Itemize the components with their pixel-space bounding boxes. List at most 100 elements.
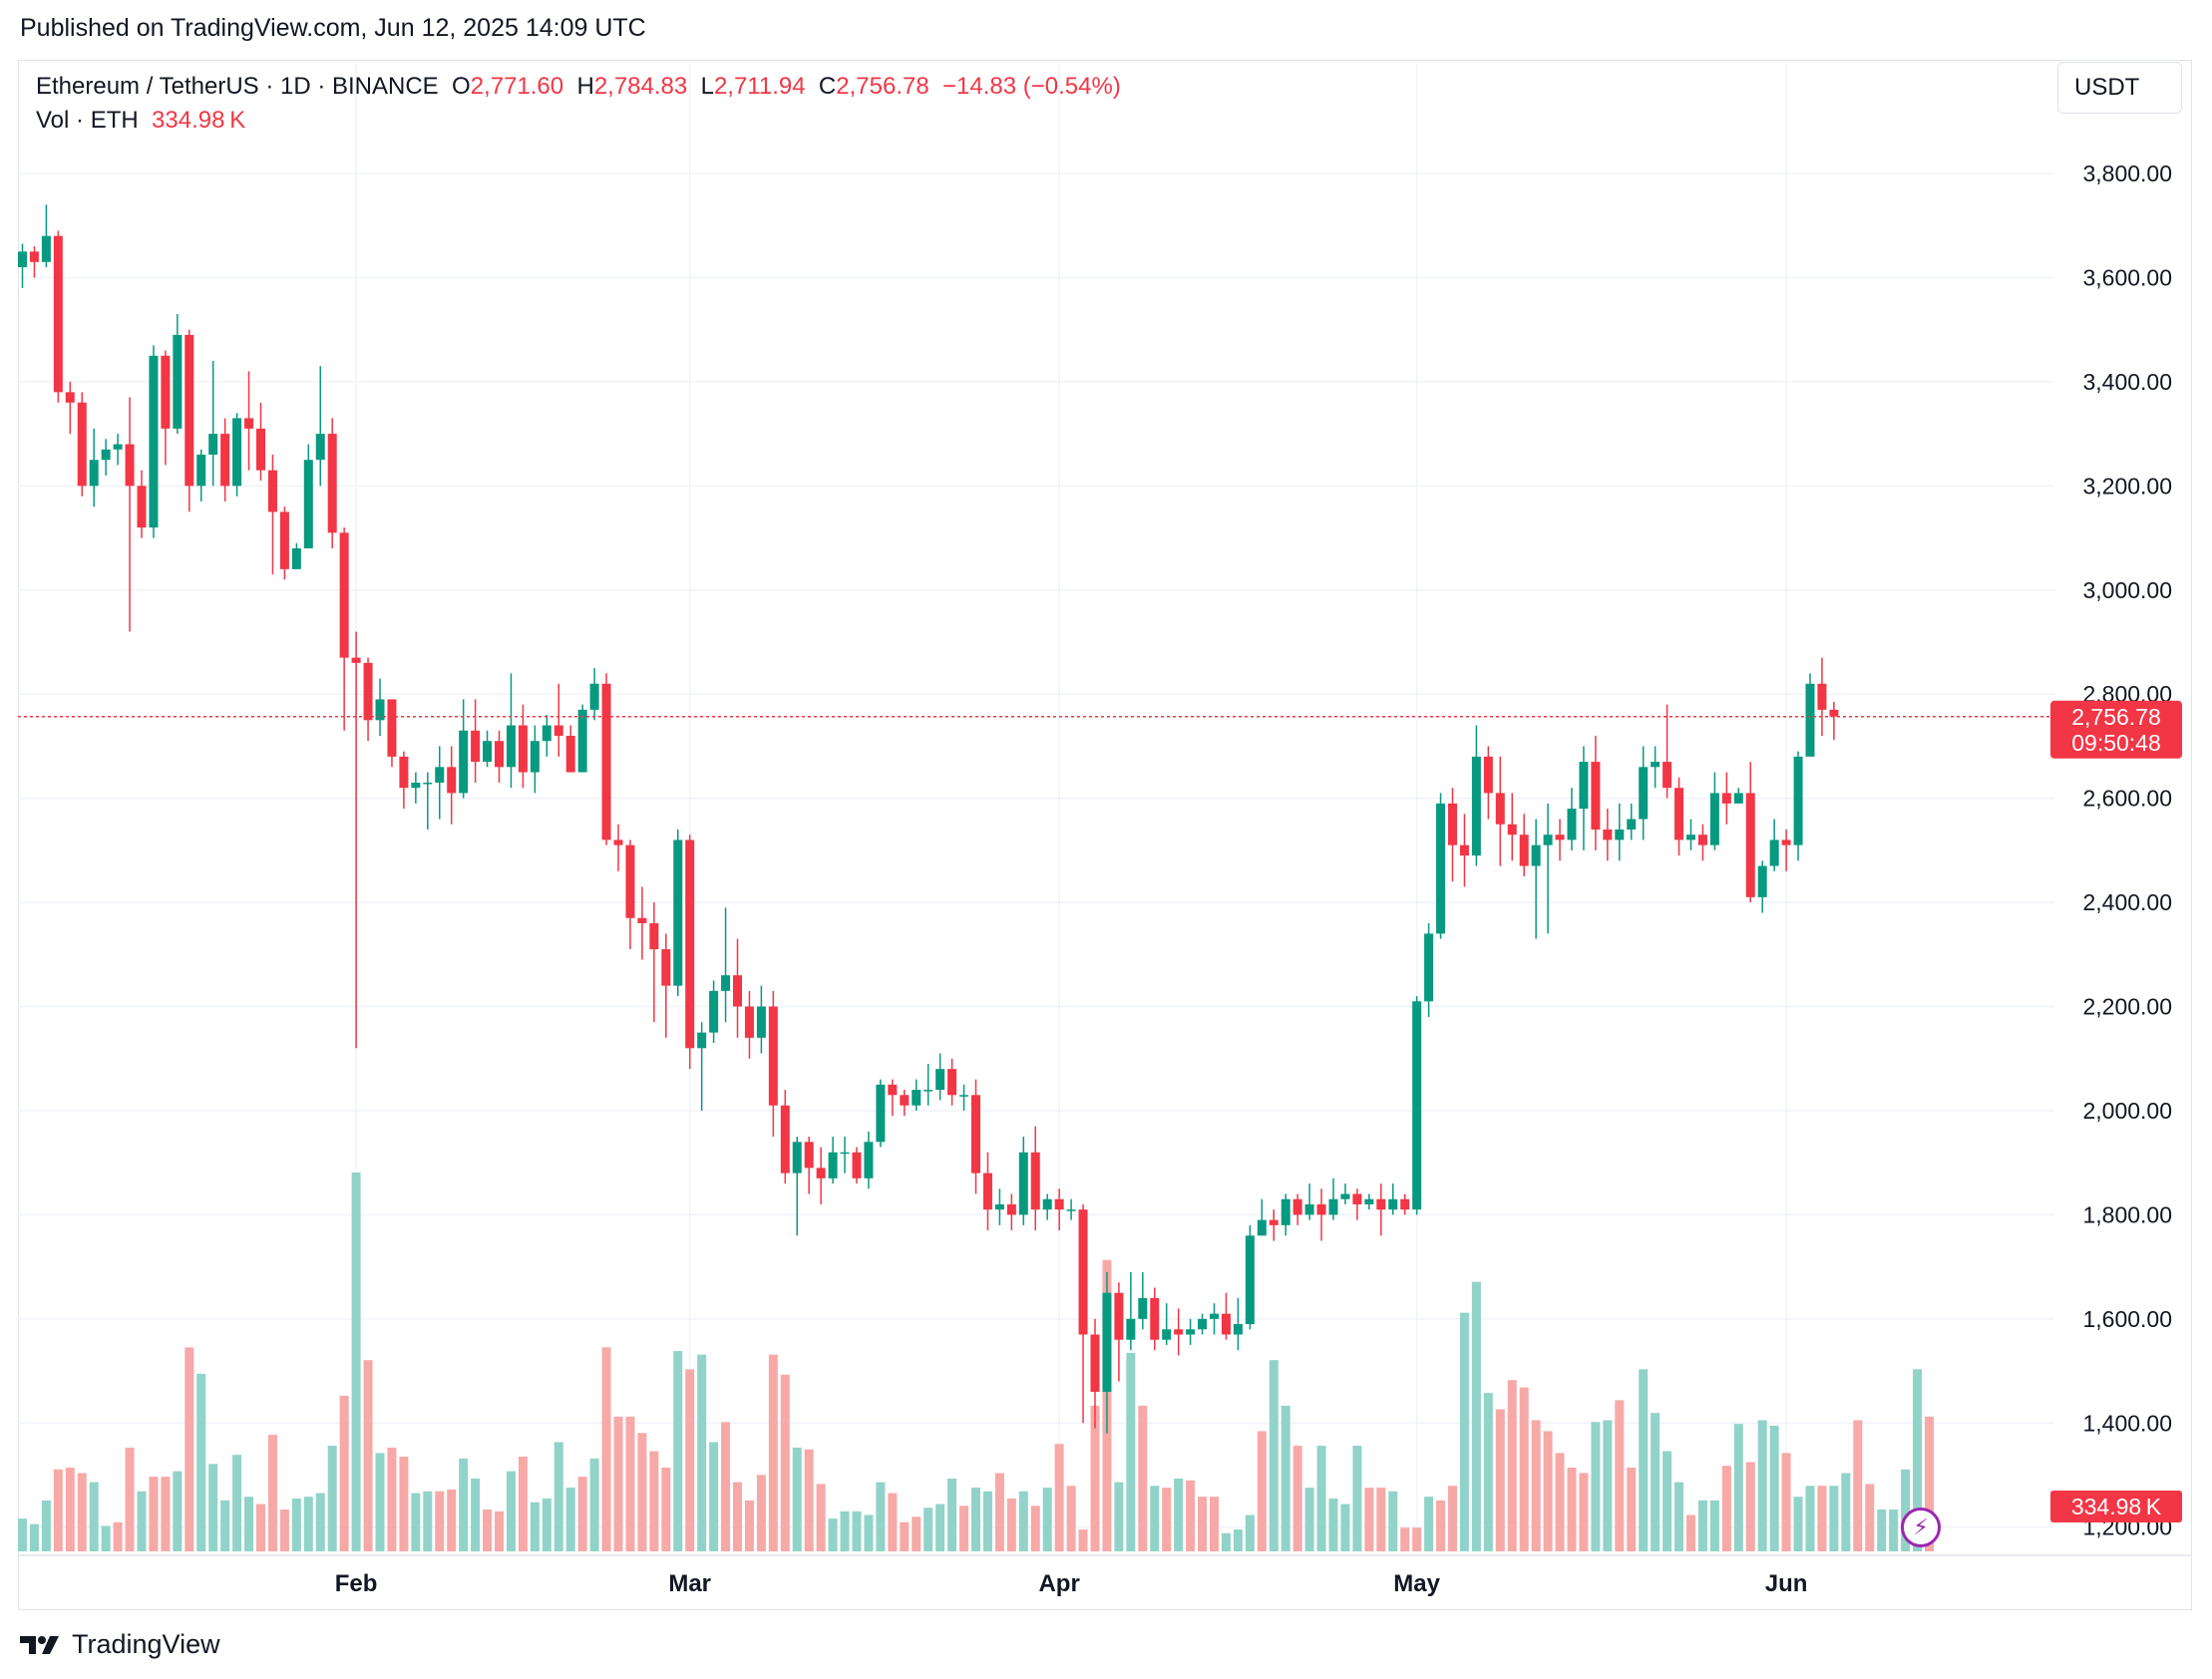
volume-bar xyxy=(506,1471,516,1551)
candle-body xyxy=(1805,683,1815,757)
price-tick-label: 2,200.00 xyxy=(2082,994,2172,1020)
candle-body xyxy=(483,741,493,763)
candle xyxy=(1531,819,1541,939)
candle-body xyxy=(1448,803,1457,845)
candle-body xyxy=(816,1168,826,1178)
volume-bar xyxy=(137,1491,147,1551)
candle xyxy=(649,902,659,1023)
volume-bar xyxy=(1805,1486,1815,1551)
volume-bar xyxy=(1006,1499,1016,1551)
volume-bar xyxy=(1721,1466,1731,1551)
candle xyxy=(661,933,671,1038)
candle-body xyxy=(53,235,63,393)
candle-body xyxy=(65,392,75,403)
price-tick-label: 3,400.00 xyxy=(2082,369,2172,395)
candle xyxy=(1364,1193,1374,1210)
candle xyxy=(256,402,265,482)
volume-bar xyxy=(447,1489,457,1551)
candle xyxy=(1769,819,1779,871)
candle-body xyxy=(1316,1203,1326,1215)
volume-bar xyxy=(1519,1387,1529,1551)
volume-bar xyxy=(601,1347,611,1551)
price-tick-label: 3,800.00 xyxy=(2082,161,2172,186)
candle-body xyxy=(459,730,469,794)
volume-bar xyxy=(840,1511,850,1551)
legend-open-label: O xyxy=(452,73,471,100)
legend-high-label: H xyxy=(576,73,594,100)
candle xyxy=(1257,1198,1267,1236)
volume-bar xyxy=(959,1506,969,1551)
candle xyxy=(1138,1271,1148,1330)
candle-body xyxy=(435,767,445,783)
candle-body xyxy=(1495,793,1505,825)
volume-bar xyxy=(1627,1467,1637,1551)
volume-bar xyxy=(1269,1360,1279,1551)
candle xyxy=(565,725,575,773)
candle-body xyxy=(1615,829,1625,840)
candle-body xyxy=(876,1084,886,1143)
candle xyxy=(1269,1209,1279,1241)
candle xyxy=(1733,788,1743,804)
volume-bar xyxy=(1579,1473,1589,1551)
candle xyxy=(756,985,766,1054)
candle-body xyxy=(1186,1329,1196,1335)
volume-bar xyxy=(518,1457,528,1551)
candle xyxy=(613,824,623,871)
volume-bar xyxy=(399,1457,409,1551)
candle xyxy=(303,444,313,548)
volume-bar xyxy=(196,1373,206,1551)
volume-bar xyxy=(327,1446,337,1551)
volume-bar xyxy=(149,1477,159,1551)
volume-bar xyxy=(768,1354,778,1551)
candle xyxy=(137,470,147,538)
volume-label-badge: 334.98 K xyxy=(2050,1491,2182,1522)
candle-body xyxy=(1066,1209,1076,1211)
candle xyxy=(733,938,742,1038)
candle-body xyxy=(1042,1198,1052,1210)
candle xyxy=(53,230,63,403)
volume-bar xyxy=(1198,1497,1208,1551)
volume-bar xyxy=(721,1422,731,1551)
candle xyxy=(709,980,719,1044)
candle xyxy=(852,1147,862,1184)
candle xyxy=(1674,777,1684,856)
volume-bars xyxy=(18,1173,1934,1551)
currency-button[interactable]: USDT xyxy=(2057,62,2182,114)
candle-body xyxy=(41,235,51,262)
candle xyxy=(220,418,230,502)
candle xyxy=(971,1079,980,1194)
candle xyxy=(1745,762,1755,903)
footer-brand[interactable]: TradingView xyxy=(20,1629,220,1660)
candle xyxy=(291,542,301,569)
volume-bar xyxy=(1221,1532,1231,1551)
candle-body xyxy=(661,949,671,986)
price-axis-labels: 1,200.001,400.001,600.001,800.002,000.00… xyxy=(2082,161,2172,1540)
candle xyxy=(459,699,469,799)
candle xyxy=(697,1022,707,1111)
candle-body xyxy=(1686,835,1695,840)
legend-volume-label[interactable]: Vol · ETH xyxy=(36,107,139,134)
legend-symbol[interactable]: Ethereum / TetherUS · 1D · BINANCE xyxy=(36,73,439,100)
candle-body xyxy=(1102,1292,1112,1392)
candle xyxy=(601,673,611,845)
candle xyxy=(351,631,361,1049)
candle xyxy=(1591,735,1601,850)
candle-body xyxy=(828,1152,838,1178)
legend-ohlc-row: Ethereum / TetherUS · 1D · BINANCE O2,77… xyxy=(36,70,1121,104)
candle xyxy=(637,886,647,960)
candle-body xyxy=(208,434,218,455)
candle xyxy=(423,772,433,830)
legend-open-value: 2,771.60 xyxy=(470,73,564,100)
volume-label: 334.98 K xyxy=(2071,1494,2162,1519)
candle-body xyxy=(1543,835,1553,845)
volume-bar xyxy=(1709,1500,1719,1551)
candle-body xyxy=(1697,835,1707,845)
volume-bar xyxy=(1889,1509,1899,1551)
volume-bar xyxy=(1853,1420,1863,1551)
candle-body xyxy=(613,840,623,845)
candle-body xyxy=(1412,1001,1422,1210)
lightning-icon[interactable]: ⚡ xyxy=(1901,1508,1941,1547)
volume-bar xyxy=(625,1416,635,1551)
candle xyxy=(29,246,39,278)
